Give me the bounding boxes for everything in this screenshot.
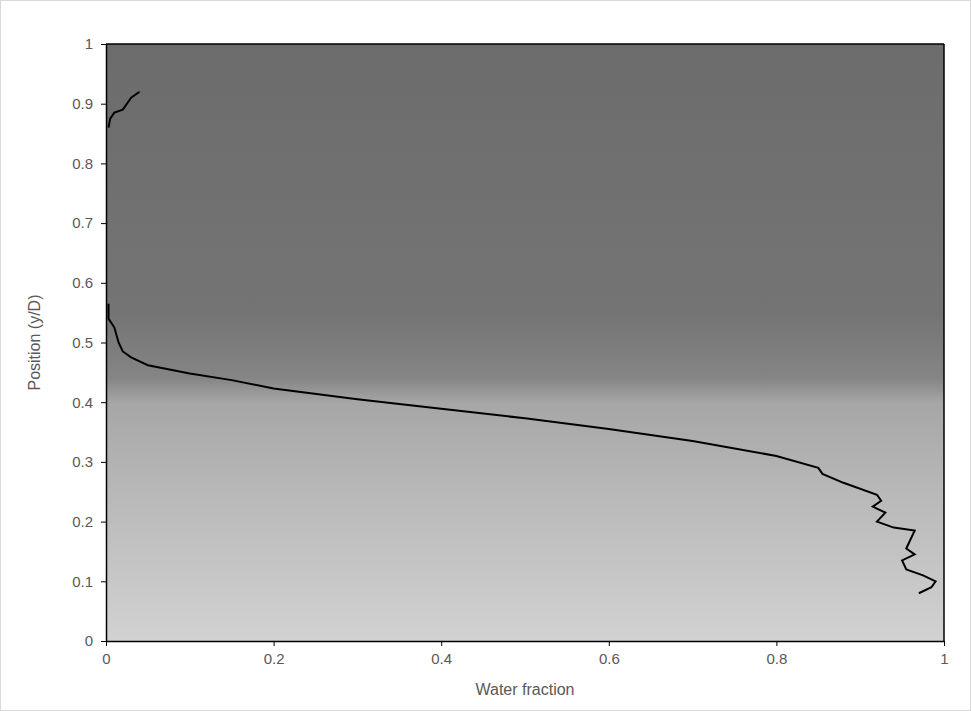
x-tick-label: 0.4 <box>431 650 452 667</box>
x-tick-mark <box>441 641 442 646</box>
y-tick-label: 0.7 <box>72 214 93 231</box>
x-tick-mark <box>944 641 945 646</box>
y-tick: 1 <box>85 35 106 52</box>
y-tick-label: 1 <box>85 35 93 52</box>
plot: 00.20.40.60.8100.10.20.30.40.50.60.70.80… <box>72 35 949 666</box>
y-tick-label: 0.1 <box>72 573 93 590</box>
y-tick-mark <box>101 641 106 642</box>
y-axis: 0 0.1 0.2 0.3 0.4 0.5 0.6 0.7 0.8 0.9 1 <box>72 35 106 649</box>
y-tick-mark <box>101 462 106 463</box>
y-tick-mark <box>101 402 106 403</box>
y-tick-mark <box>101 283 106 284</box>
y-tick-label: 0.4 <box>72 394 93 411</box>
y-tick: 0.2 <box>72 513 106 530</box>
y-tick: 0.5 <box>72 334 106 351</box>
y-tick-label: 0.3 <box>72 453 93 470</box>
x-tick: 0.2 <box>264 641 285 667</box>
y-tick-mark <box>101 522 106 523</box>
x-axis-line <box>107 641 945 643</box>
y-tick: 0.8 <box>72 155 106 172</box>
y-tick-label: 0 <box>85 632 93 649</box>
y-tick-label: 0.5 <box>72 334 93 351</box>
y-tick: 0.7 <box>72 214 106 231</box>
y-tick-mark <box>101 581 106 582</box>
chart-frame <box>1 1 971 711</box>
y-tick: 0.9 <box>72 95 106 112</box>
x-tick-mark <box>609 641 610 646</box>
y-tick: 0.4 <box>72 394 106 411</box>
x-tick-label: 0.2 <box>264 650 285 667</box>
x-axis-title: Water fraction <box>476 681 575 698</box>
y-tick-mark <box>101 104 106 105</box>
x-tick: 0.8 <box>766 641 787 667</box>
y-tick-mark <box>101 343 106 344</box>
y-tick: 0 <box>85 632 106 649</box>
series-group <box>109 92 936 593</box>
plot-background <box>106 44 944 641</box>
x-tick: 0 <box>102 641 110 667</box>
y-tick-label: 0.2 <box>72 513 93 530</box>
x-tick-label: 0.6 <box>599 650 620 667</box>
plot-frame <box>106 43 944 45</box>
x-axis: 0 0.2 0.4 0.6 0.8 1 <box>102 641 948 667</box>
x-tick-mark <box>106 641 107 646</box>
y-tick-label: 0.9 <box>72 95 93 112</box>
y-tick-mark <box>101 223 106 224</box>
y-axis-title: Position (y/D) <box>26 294 43 390</box>
x-tick-label: 0 <box>102 650 110 667</box>
x-tick-label: 1 <box>940 650 948 667</box>
x-tick: 0.4 <box>431 641 452 667</box>
x-tick-mark <box>776 641 777 646</box>
chart: 00.20.40.60.8100.10.20.30.40.50.60.70.80… <box>0 0 971 711</box>
x-tick: 0.6 <box>599 641 620 667</box>
plot-frame <box>943 44 945 641</box>
y-tick-mark <box>101 44 106 45</box>
y-tick: 0.3 <box>72 453 106 470</box>
x-tick-mark <box>274 641 275 646</box>
y-tick-label: 0.8 <box>72 155 93 172</box>
y-tick: 0.6 <box>72 274 106 291</box>
y-tick-label: 0.6 <box>72 274 93 291</box>
y-tick: 0.1 <box>72 573 106 590</box>
x-tick: 1 <box>940 641 948 667</box>
data-line <box>109 92 936 593</box>
y-tick-mark <box>101 163 106 164</box>
x-tick-label: 0.8 <box>766 650 787 667</box>
